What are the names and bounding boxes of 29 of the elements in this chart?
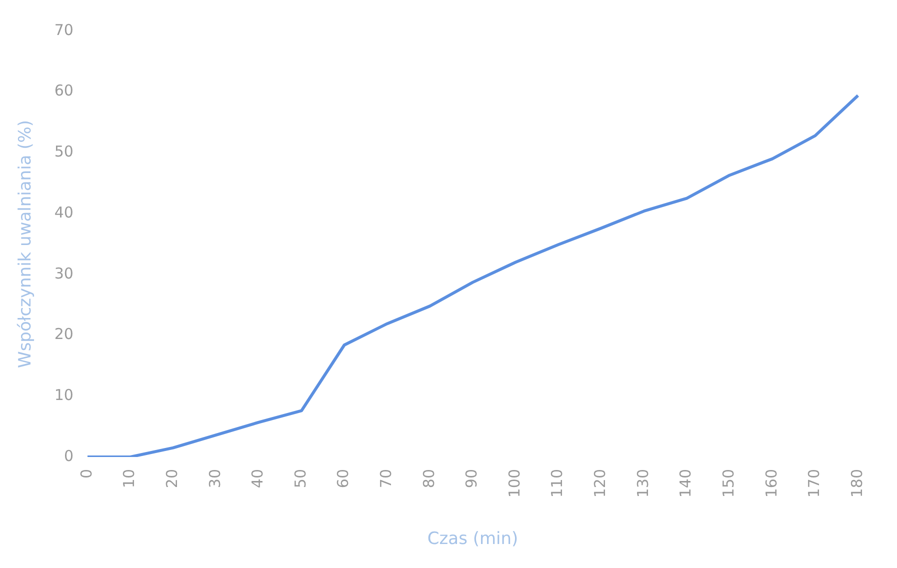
y-tick-label: 10	[54, 386, 74, 404]
y-axis-title: Współczynnik uwalniania (%)	[16, 120, 36, 368]
y-tick-label: 30	[54, 264, 74, 282]
y-tick-label: 0	[64, 446, 74, 465]
x-tick-label: 110	[548, 468, 566, 498]
x-tick-label: 170	[805, 468, 824, 498]
x-tick-label: 30	[206, 468, 224, 488]
x-tick-label: 0	[77, 468, 96, 479]
y-tick-label: 20	[54, 325, 74, 344]
x-axis-title: Czas (min)	[427, 529, 518, 550]
x-tick-label: 60	[334, 468, 352, 488]
x-tick-label: 180	[848, 468, 866, 498]
x-tick-label: 40	[248, 468, 267, 488]
x-tick-label: 90	[462, 468, 481, 488]
x-tick-label: 120	[591, 468, 610, 498]
x-tick-label: 100	[505, 468, 524, 498]
x-tick-label: 10	[120, 468, 138, 488]
x-tick-label: 80	[420, 468, 438, 488]
y-tick-label: 40	[54, 203, 74, 222]
x-tick-label: 140	[676, 468, 695, 498]
y-tick-label: 70	[54, 20, 74, 39]
y-tick-label: 60	[54, 82, 74, 100]
y-tick-label: 50	[54, 142, 74, 161]
x-tick-label: 150	[719, 468, 738, 498]
x-tick-label: 50	[291, 468, 310, 488]
x-tick-label: 20	[162, 468, 181, 488]
x-tick-label: 70	[377, 468, 396, 488]
x-tick-label: 160	[762, 468, 780, 498]
x-tick-label: 130	[634, 468, 652, 498]
